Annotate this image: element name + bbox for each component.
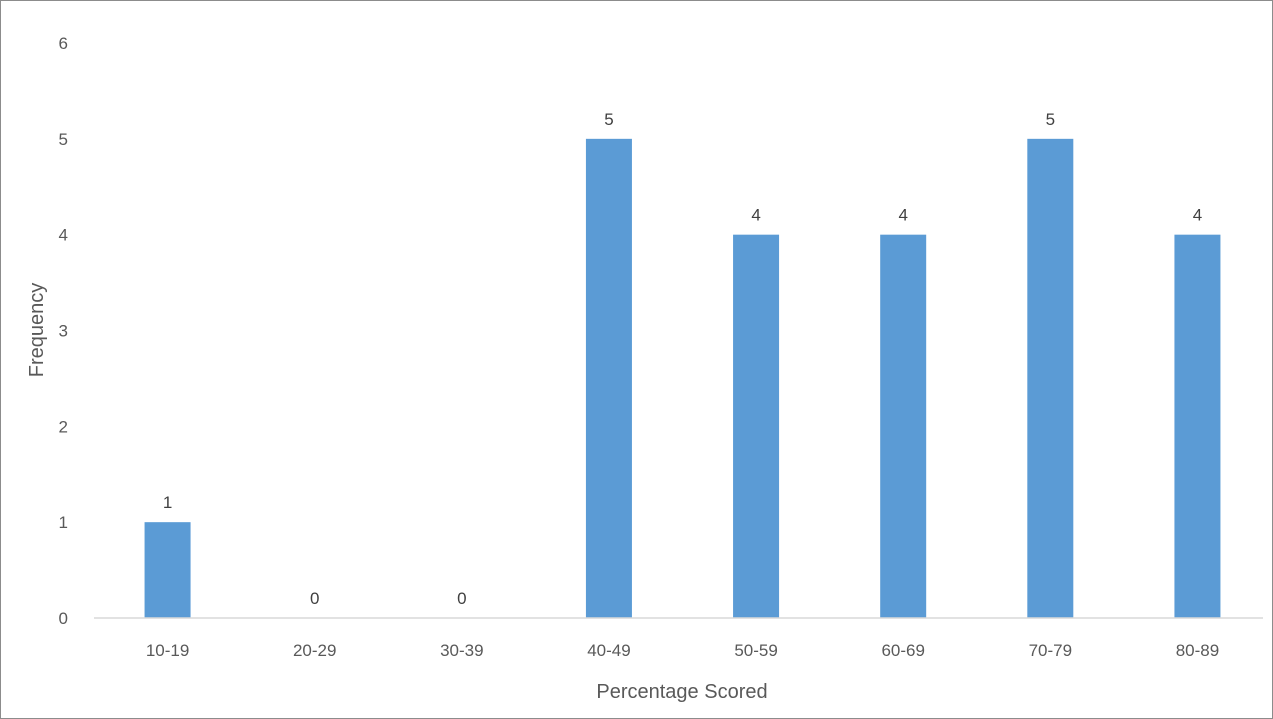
- data-label: 4: [751, 206, 760, 225]
- bar: [733, 234, 780, 618]
- x-tick-label: 80-89: [1176, 641, 1219, 660]
- data-label: 0: [457, 589, 466, 608]
- x-tick-label: 50-59: [734, 641, 777, 660]
- bar: [1174, 234, 1221, 618]
- bars: [144, 138, 1221, 619]
- x-axis-title: Percentage Scored: [596, 681, 767, 703]
- data-label: 5: [604, 110, 613, 129]
- data-labels: 1 0 0 5 4 4 5 4: [163, 110, 1202, 608]
- y-tick-label: 6: [59, 34, 68, 53]
- y-tick-label: 0: [59, 609, 68, 628]
- x-axis-ticks: 10-19 20-29 30-39 40-49 50-59 60-69 70-79 80-89: [146, 641, 1219, 660]
- x-tick-label: 20-29: [293, 641, 336, 660]
- bar: [144, 522, 191, 618]
- x-tick-label: 30-39: [440, 641, 483, 660]
- data-label: 0: [310, 589, 319, 608]
- y-tick-label: 4: [59, 226, 68, 245]
- data-label: 1: [163, 493, 172, 512]
- x-tick-label: 40-49: [587, 641, 630, 660]
- y-tick-label: 2: [59, 417, 68, 436]
- x-tick-label: 60-69: [881, 641, 924, 660]
- x-tick-label: 70-79: [1029, 641, 1072, 660]
- data-label: 4: [1193, 206, 1202, 225]
- data-label: 4: [898, 206, 907, 225]
- y-tick-label: 5: [59, 130, 68, 149]
- y-axis-ticks: 0 1 2 3 4 5 6: [59, 34, 68, 628]
- y-axis-title: Frequency: [26, 283, 48, 378]
- bar: [1027, 138, 1074, 619]
- bar: [585, 138, 632, 619]
- y-tick-label: 3: [59, 322, 68, 341]
- data-label: 5: [1046, 110, 1055, 129]
- x-tick-label: 10-19: [146, 641, 189, 660]
- bar: [880, 234, 927, 618]
- y-tick-label: 1: [59, 513, 68, 532]
